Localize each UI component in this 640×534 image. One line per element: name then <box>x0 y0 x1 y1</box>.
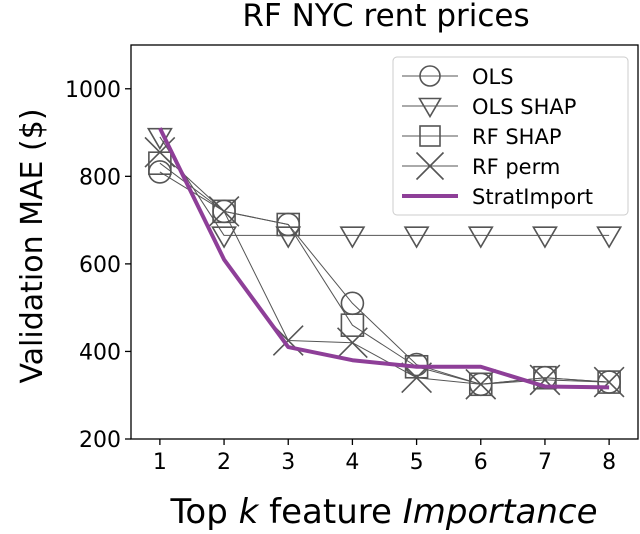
y-axis-label: Validation MAE ($) <box>15 108 50 383</box>
data-point-ols-shap <box>403 226 430 249</box>
legend-label-ols: OLS <box>472 65 514 89</box>
data-point-ols-shap <box>532 226 558 249</box>
x-tick-label: 2 <box>217 450 231 475</box>
legend-label-ols-shap: OLS SHAP <box>472 95 576 119</box>
legend-label-stratimport: StratImport <box>472 185 593 209</box>
x-tick-label: 6 <box>474 450 488 475</box>
data-point-ols-shap <box>339 226 366 249</box>
legend: OLS OLS SHAP RF SHAP RF perm StratImport <box>392 56 629 216</box>
data-point-rf-perm <box>465 368 497 400</box>
data-point-ols-shap <box>275 226 302 249</box>
y-tick-label: 600 <box>79 253 121 278</box>
series-line-ols-shap <box>159 136 610 236</box>
x-axis-label-k: k <box>239 492 260 532</box>
series-line-stratimport <box>158 127 610 390</box>
data-point-rf-shap <box>276 212 301 237</box>
data-point-rf-perm <box>144 136 176 168</box>
plot-frame <box>130 44 639 440</box>
data-point-rf-perm <box>593 366 625 398</box>
y-tick-label: 400 <box>79 340 121 365</box>
data-point-rf-shap <box>533 365 557 390</box>
data-point-rf-shap <box>468 372 493 397</box>
data-point-rf-perm <box>529 364 561 396</box>
x-tick-label: 3 <box>281 450 295 475</box>
plot-area <box>130 44 639 440</box>
data-point-ols-shap <box>467 226 494 249</box>
data-point-rf-perm <box>208 195 240 227</box>
legend-marker-rf-shap <box>419 125 441 147</box>
data-point-rf-shap <box>597 370 621 394</box>
y-tick-label: 800 <box>79 165 121 190</box>
y-tick-label: 1000 <box>65 78 121 103</box>
x-tick-label: 8 <box>602 450 616 475</box>
data-point-rf-shap <box>212 199 236 224</box>
x-tick-label: 5 <box>410 450 424 475</box>
x-tick-label: 1 <box>153 450 167 475</box>
legend-marker-ols-shap <box>418 97 442 119</box>
x-axis-label-prefix: Top <box>169 492 238 532</box>
legend-label-rf-shap: RF SHAP <box>472 125 562 149</box>
y-tick-label: 200 <box>79 428 121 453</box>
data-point-ols-shap <box>596 226 623 249</box>
x-axis-ticks: 1 2 3 4 5 6 7 8 <box>153 439 616 475</box>
x-axis-label: Top k feature Importance <box>169 492 597 532</box>
x-axis-label-emph: Importance <box>403 492 598 532</box>
data-point-rf-shap <box>340 313 365 337</box>
series-markers <box>144 127 625 400</box>
legend-marker-rf-perm <box>415 151 445 181</box>
data-point-rf-perm <box>336 327 368 359</box>
data-point-ols-shap <box>211 226 237 249</box>
x-axis-label-mid: feature <box>258 492 402 532</box>
chart-title: RF NYC rent prices <box>242 0 529 34</box>
legend-frame <box>392 56 629 216</box>
y-axis-ticks: 200 400 600 800 1000 <box>65 78 131 453</box>
legend-marker-ols <box>419 65 441 87</box>
x-tick-label: 7 <box>538 450 552 475</box>
x-tick-label: 4 <box>345 450 359 475</box>
legend-label-rf-perm: RF perm <box>472 155 560 179</box>
